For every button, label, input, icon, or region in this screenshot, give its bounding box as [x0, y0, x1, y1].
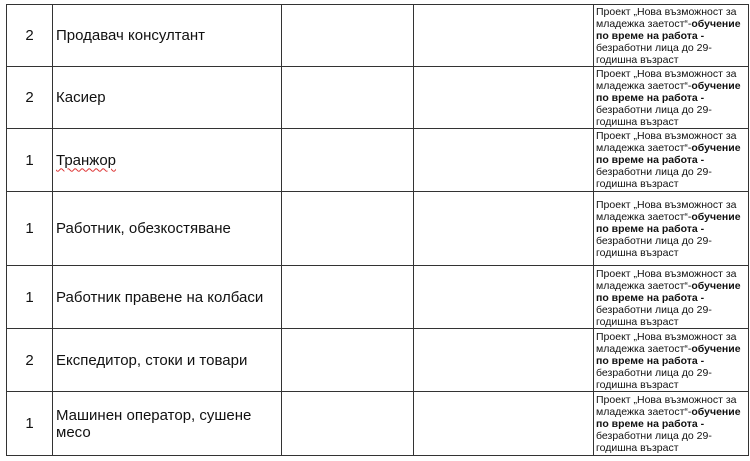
empty-cell — [281, 265, 414, 329]
note-bold: обучение по време на работа - — [596, 80, 741, 104]
empty-cell — [413, 328, 594, 392]
count-cell: 2 — [6, 328, 53, 392]
note-bold: обучение по време на работа - — [596, 18, 741, 42]
empty-cell — [281, 328, 414, 392]
position-text: Транжор — [56, 151, 117, 169]
position-cell: Касиер — [52, 66, 282, 129]
table-row: 1 Работник, обезкостяване Проект „Нова в… — [6, 191, 749, 266]
table-row: 1 Работник правене на колбаси Проект „Но… — [6, 265, 749, 329]
empty-cell — [281, 4, 414, 67]
note-bold: обучение по време на работа - — [596, 406, 741, 430]
program-note-cell: Проект „Нова възможност за младежка зает… — [593, 391, 749, 456]
count-cell: 1 — [6, 128, 53, 192]
count-cell: 1 — [6, 191, 53, 266]
position-cell: Експедитор, стоки и товари — [52, 328, 282, 392]
program-note-cell: Проект „Нова възможност за младежка зает… — [593, 265, 749, 329]
empty-cell — [281, 191, 414, 266]
empty-cell — [413, 66, 594, 129]
position-cell: Машинен оператор, сушене месо — [52, 391, 282, 456]
empty-cell — [281, 391, 414, 456]
position-text: Експедитор, стоки и товари — [56, 351, 248, 369]
table-row: 2 Продавач консултант Проект „Нова възмо… — [6, 4, 749, 67]
count-cell: 2 — [6, 4, 53, 67]
program-note-cell: Проект „Нова възможност за младежка зает… — [593, 191, 749, 266]
table-row: 2 Касиер Проект „Нова възможност за млад… — [6, 66, 749, 129]
program-note-cell: Проект „Нова възможност за младежка зает… — [593, 128, 749, 192]
empty-cell — [281, 66, 414, 129]
position-text: Работник правене на колбаси — [56, 288, 264, 306]
empty-cell — [413, 265, 594, 329]
position-text: Продавач консултант — [56, 27, 206, 44]
table-row: 1 Транжор Проект „Нова възможност за мла… — [6, 128, 749, 192]
note-bold: обучение по време на работа - — [596, 142, 741, 166]
empty-cell — [413, 391, 594, 456]
empty-cell — [281, 128, 414, 192]
position-text: Работник, обезкостяване — [56, 220, 231, 237]
program-note-cell: Проект „Нова възможност за младежка зает… — [593, 4, 749, 67]
position-cell: Работник, обезкостяване — [52, 191, 282, 266]
count-cell: 1 — [6, 391, 53, 456]
program-note-cell: Проект „Нова възможност за младежка зает… — [593, 328, 749, 392]
note-bold: обучение по време на работа - — [596, 279, 741, 304]
table-row: 1 Машинен оператор, сушене месо Проект „… — [6, 391, 749, 456]
position-cell: Работник правене на колбаси — [52, 265, 282, 329]
position-text: Касиер — [56, 89, 106, 106]
table-row: 2 Експедитор, стоки и товари Проект „Нов… — [6, 328, 749, 392]
note-bold: обучение по време на работа - — [596, 342, 741, 367]
empty-cell — [413, 4, 594, 67]
note-bold: обучение по време на работа - — [596, 211, 741, 235]
program-note-cell: Проект „Нова възможност за младежка зает… — [593, 66, 749, 129]
position-text: Машинен оператор, сушене месо — [56, 406, 252, 441]
empty-cell — [413, 128, 594, 192]
position-cell: Продавач консултант — [52, 4, 282, 67]
count-cell: 1 — [6, 265, 53, 329]
count-cell: 2 — [6, 66, 53, 129]
job-table: 2 Продавач консултант Проект „Нова възмо… — [6, 4, 749, 456]
position-cell: Транжор — [52, 128, 282, 192]
empty-cell — [413, 191, 594, 266]
